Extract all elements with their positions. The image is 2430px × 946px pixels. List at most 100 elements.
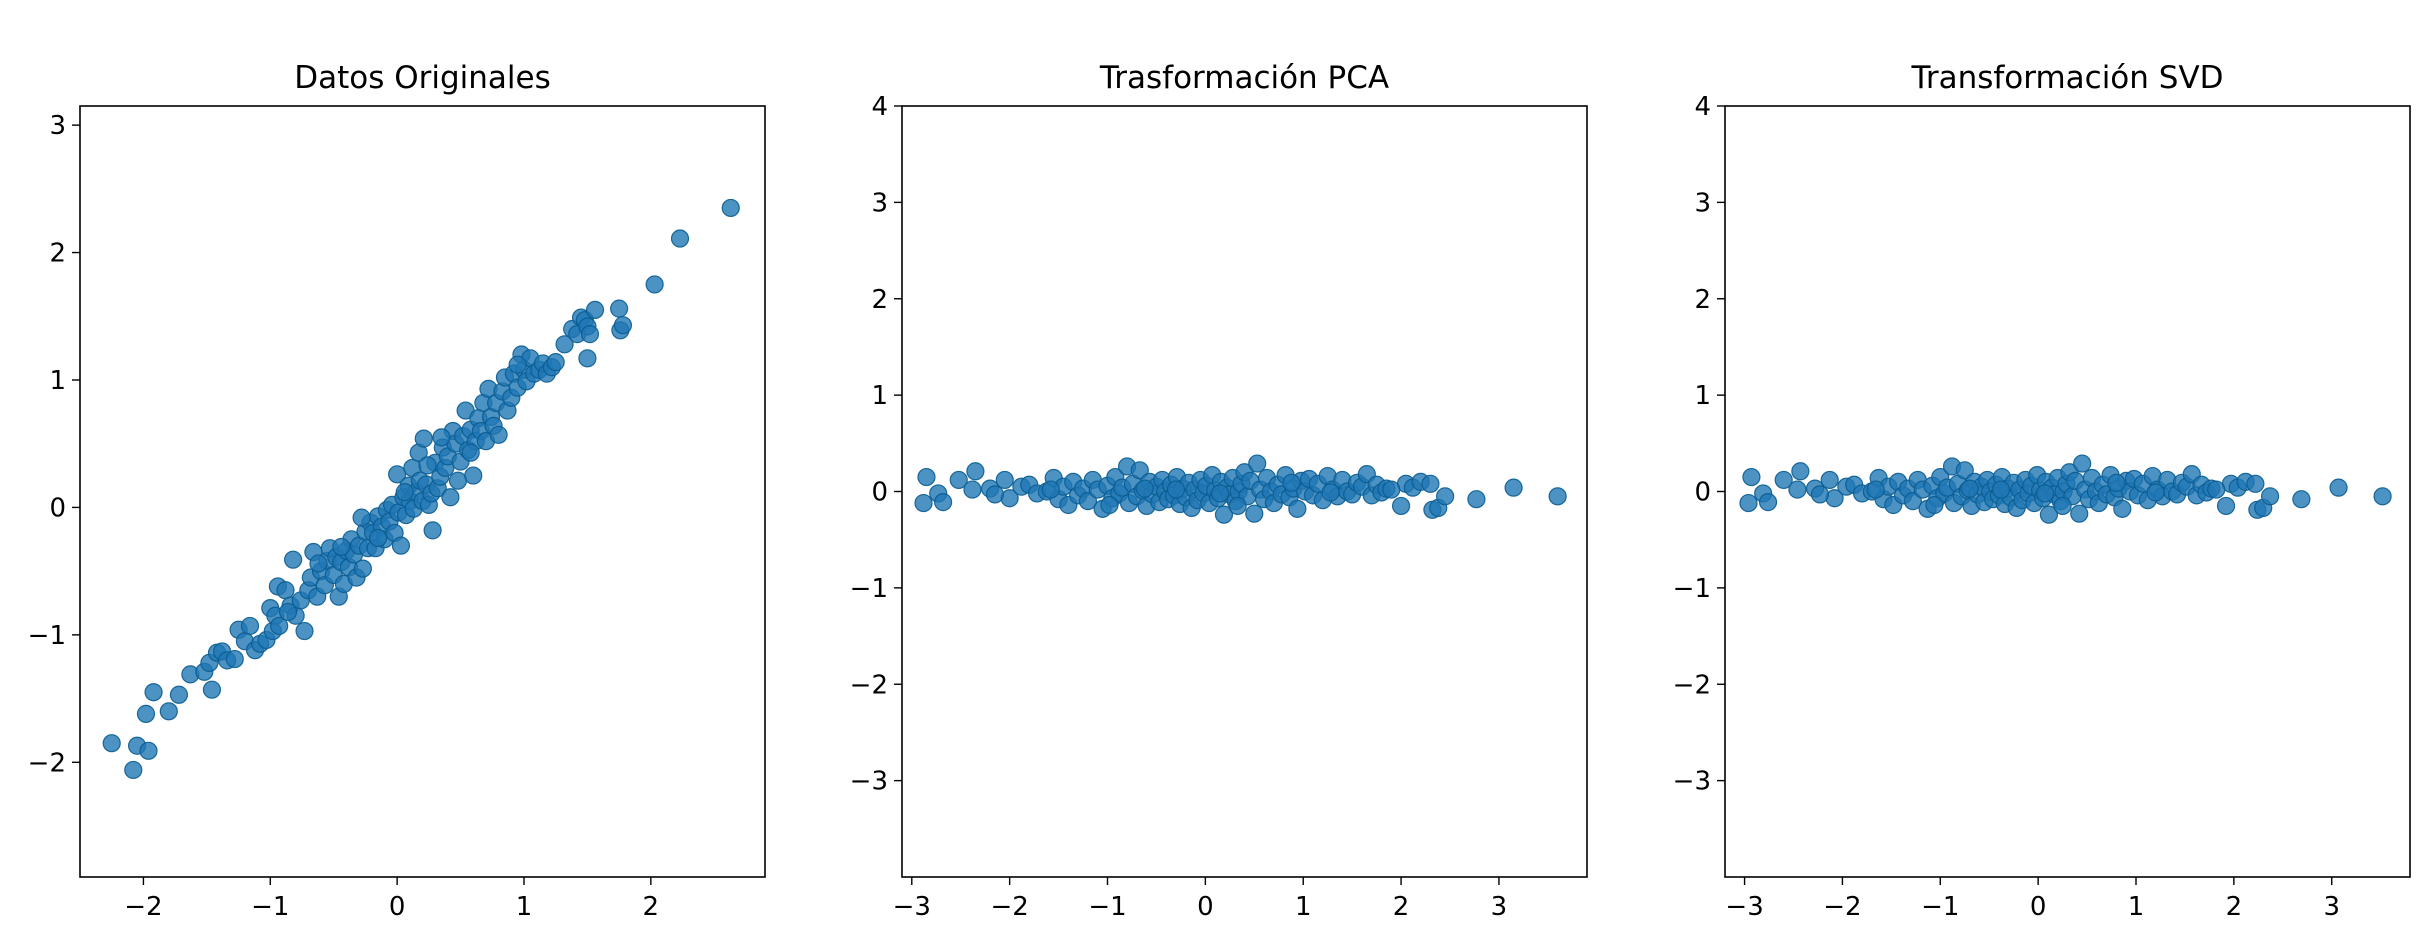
data-point <box>949 470 968 490</box>
data-point <box>2260 487 2280 506</box>
data-point <box>276 581 295 600</box>
data-point <box>1791 462 1810 481</box>
data-point <box>1810 485 1830 504</box>
data-point <box>2113 499 2132 518</box>
data-point <box>1078 492 1098 511</box>
data-point <box>1214 505 1234 524</box>
data-point <box>610 299 629 318</box>
data-point <box>585 300 605 320</box>
y-tick-label: −3 <box>1673 767 1711 797</box>
data-point <box>2292 490 2311 509</box>
data-point <box>2207 480 2226 499</box>
data-point <box>1245 504 1264 523</box>
data-point <box>395 483 414 502</box>
data-point <box>1210 484 1230 503</box>
data-point <box>278 602 298 622</box>
data-point <box>1041 480 1060 499</box>
data-point <box>136 704 156 723</box>
data-point <box>1467 490 1486 509</box>
data-point <box>508 355 527 374</box>
data-point <box>1382 480 1401 499</box>
data-point <box>914 493 933 513</box>
data-point <box>1421 474 1440 493</box>
data-point <box>418 456 437 475</box>
data-point <box>1955 461 1974 480</box>
data-point <box>1820 470 1839 490</box>
axes-frame <box>79 105 766 878</box>
data-point <box>2329 478 2348 497</box>
y-tick-label: −2 <box>850 670 888 700</box>
y-tick-label: 3 <box>871 188 888 218</box>
data-point <box>139 741 158 760</box>
data-point <box>448 471 468 490</box>
data-point <box>2073 454 2092 473</box>
data-point <box>985 485 1005 504</box>
data-point <box>1166 480 1186 499</box>
x-tick-label: 1 <box>1295 892 1312 922</box>
y-tick-label: 2 <box>871 285 888 315</box>
data-point <box>670 229 690 248</box>
x-tick-label: 0 <box>1197 892 1214 922</box>
y-tick-label: −1 <box>28 621 66 651</box>
data-point <box>2246 474 2265 493</box>
data-point <box>202 680 222 699</box>
data-point <box>2146 483 2165 502</box>
x-tick-label: 1 <box>516 892 533 922</box>
data-point <box>1436 487 1455 506</box>
x-tick-label: −1 <box>251 892 289 922</box>
data-point <box>369 528 388 548</box>
x-tick-label: −3 <box>1725 892 1763 922</box>
data-point <box>489 425 508 444</box>
data-point <box>144 683 163 702</box>
data-point <box>159 702 178 721</box>
data-point <box>309 554 328 573</box>
data-point <box>2373 487 2392 506</box>
data-point <box>555 335 574 354</box>
y-tick-label: 2 <box>49 239 66 269</box>
data-point <box>546 353 565 372</box>
data-point <box>580 325 600 344</box>
data-point <box>2107 473 2126 492</box>
scatter-panel-datos-originales: Datos Originales −2 −1 0 1 2 −2 −1 0 1 2 3 <box>28 60 766 922</box>
data-point <box>645 275 664 294</box>
data-point <box>225 649 244 669</box>
y-tick-label: 1 <box>871 381 888 411</box>
data-point <box>1228 496 1247 516</box>
plot-title: Trasformación PCA <box>1099 60 1389 96</box>
data-point <box>2035 484 2055 503</box>
data-point <box>1548 487 1567 506</box>
data-point <box>1742 467 1761 487</box>
data-point <box>1960 479 1979 498</box>
y-tick-label: −1 <box>850 574 888 604</box>
data-point <box>2053 496 2072 516</box>
data-point <box>578 349 597 368</box>
data-point <box>391 536 411 555</box>
y-tick-label: 0 <box>1694 478 1711 508</box>
x-tick-label: −1 <box>1088 892 1126 922</box>
x-tick-label: 0 <box>389 892 406 922</box>
data-point <box>1866 480 1885 499</box>
data-point <box>2216 496 2236 516</box>
data-point <box>1100 495 1119 515</box>
y-tick-label: 4 <box>871 92 888 122</box>
data-point <box>1321 483 1340 502</box>
y-tick-label: 1 <box>1694 381 1711 411</box>
data-point <box>2070 504 2089 523</box>
data-point <box>240 616 260 636</box>
data-point <box>1288 499 1307 518</box>
x-tick-label: −2 <box>990 892 1028 922</box>
x-tick-label: 2 <box>643 892 660 922</box>
scatter-panel-svd: Transformación SVD −3 −2 −1 0 1 2 3 −3 −2 −1 0 1 2 3 4 <box>1673 60 2411 922</box>
data-point <box>995 470 1014 490</box>
points <box>1739 454 2392 524</box>
data-point <box>353 559 372 578</box>
points <box>102 198 740 780</box>
y-tick-label: −2 <box>28 748 66 778</box>
data-point <box>388 465 407 484</box>
data-point <box>1758 493 1778 512</box>
x-tick-label: −2 <box>1823 892 1861 922</box>
scatter-panel-pca: Trasformación PCA −3 −2 −1 0 1 2 3 −3 −2 −1 0 1 2 3 4 <box>850 60 1588 922</box>
data-point <box>461 443 480 462</box>
data-point <box>441 488 460 507</box>
